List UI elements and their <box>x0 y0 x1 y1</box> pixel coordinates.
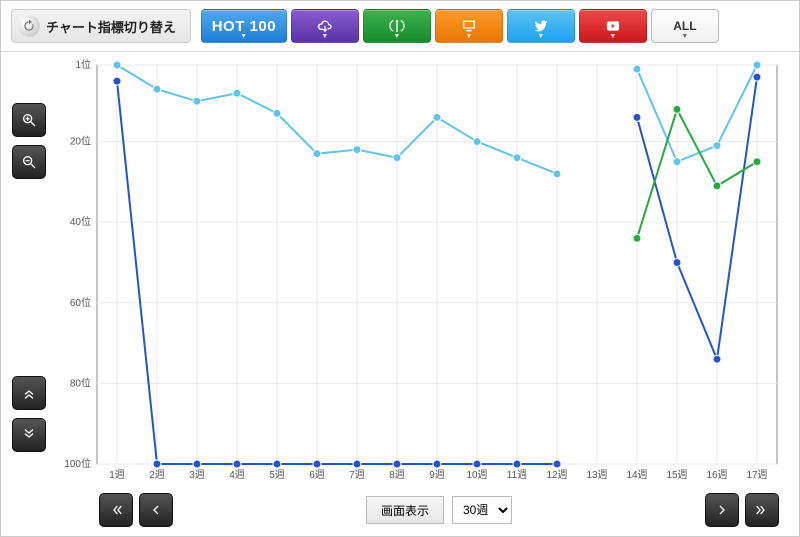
youtube-icon <box>603 18 623 34</box>
double-chevron-down-icon <box>21 427 37 443</box>
scroll-down-button[interactable] <box>12 418 46 452</box>
svg-text:5週: 5週 <box>269 469 285 481</box>
zoom-out-button[interactable] <box>12 145 46 179</box>
svg-text:8週: 8週 <box>389 469 405 481</box>
bottom-controls: 画面表示 10週20週30週50週 <box>1 492 799 536</box>
svg-text:4週: 4週 <box>229 469 245 481</box>
tab-all[interactable]: ALL ▼ <box>651 9 719 43</box>
svg-text:17週: 17週 <box>746 469 767 481</box>
tab-hot100-label: HOT 100 <box>212 18 276 35</box>
svg-text:2週: 2週 <box>149 469 165 481</box>
chevron-down-icon: ▼ <box>508 33 574 40</box>
svg-text:7週: 7週 <box>349 469 365 481</box>
zoom-out-icon <box>21 154 37 170</box>
tab-all-label: ALL <box>673 19 696 33</box>
chevron-down-icon: ▼ <box>292 33 358 40</box>
svg-text:6週: 6週 <box>309 469 325 481</box>
tab-twitter[interactable]: ▼ <box>507 9 575 43</box>
display-button[interactable]: 画面表示 <box>366 496 444 524</box>
metric-tabs: HOT 100 ▼ ▼ ▼ ▼ ▼ ▼ ALL ▼ <box>201 9 719 43</box>
svg-text:100位: 100位 <box>64 457 91 470</box>
scroll-up-button[interactable] <box>12 376 46 410</box>
tab-download[interactable]: ▼ <box>291 9 359 43</box>
zoom-in-button[interactable] <box>12 103 46 137</box>
weeks-select[interactable]: 10週20週30週50週 <box>452 496 512 524</box>
monitor-icon <box>459 18 479 34</box>
svg-text:1週: 1週 <box>109 469 125 481</box>
page-last-button[interactable] <box>745 493 779 527</box>
svg-text:1位: 1位 <box>75 58 91 71</box>
chevron-down-icon: ▼ <box>202 33 286 40</box>
svg-text:16週: 16週 <box>706 469 727 481</box>
tab-streaming[interactable]: ▼ <box>363 9 431 43</box>
antenna-icon <box>387 18 407 34</box>
chevron-left-icon <box>148 502 164 518</box>
svg-text:9週: 9週 <box>429 469 445 481</box>
svg-text:80位: 80位 <box>70 376 91 389</box>
double-chevron-right-icon <box>754 502 770 518</box>
chart-switch-text: チャート指標切り替え <box>46 17 176 36</box>
svg-text:3週: 3週 <box>189 469 205 481</box>
toolbar: チャート指標切り替え HOT 100 ▼ ▼ ▼ ▼ ▼ ▼ ALL ▼ <box>1 1 799 52</box>
svg-text:20位: 20位 <box>70 135 91 148</box>
chevron-down-icon: ▼ <box>652 33 718 40</box>
svg-text:11週: 11週 <box>507 469 527 481</box>
line-chart: 1位 20位 40位 60位 80位 100位 1週 2週 3週 4週 5週 6週 7週 8週 9週 10週 1… <box>57 57 787 492</box>
page-prev-button[interactable] <box>139 493 173 527</box>
tab-lookup[interactable]: ▼ <box>435 9 503 43</box>
chevron-down-icon: ▼ <box>580 33 646 40</box>
plot-wrapper: 1位 20位 40位 60位 80位 100位 1週 2週 3週 4週 5週 6週 7週 8週 9週 10週 1… <box>57 53 799 492</box>
chevron-down-icon: ▼ <box>364 33 430 40</box>
svg-text:14週: 14週 <box>626 469 647 481</box>
chevron-down-icon: ▼ <box>436 33 502 40</box>
cloud-download-icon <box>315 18 335 34</box>
page-first-button[interactable] <box>99 493 133 527</box>
page-next-button[interactable] <box>705 493 739 527</box>
zoom-in-icon <box>21 112 37 128</box>
double-chevron-up-icon <box>21 385 37 401</box>
chart-switch-label: チャート指標切り替え <box>11 9 191 43</box>
refresh-icon <box>18 15 40 37</box>
double-chevron-left-icon <box>108 502 124 518</box>
side-controls <box>1 53 57 492</box>
svg-text:15週: 15週 <box>666 469 687 481</box>
twitter-icon <box>531 18 551 34</box>
svg-text:13週: 13週 <box>586 469 607 481</box>
svg-text:60位: 60位 <box>70 296 91 309</box>
chevron-right-icon <box>714 502 730 518</box>
chart-area: 1位 20位 40位 60位 80位 100位 1週 2週 3週 4週 5週 6週 7週 8週 9週 10週 1… <box>1 53 799 492</box>
svg-text:40位: 40位 <box>70 215 91 228</box>
svg-text:12週: 12週 <box>546 469 567 481</box>
tab-youtube[interactable]: ▼ <box>579 9 647 43</box>
tab-hot100[interactable]: HOT 100 ▼ <box>201 9 287 43</box>
svg-text:10週: 10週 <box>466 469 487 481</box>
